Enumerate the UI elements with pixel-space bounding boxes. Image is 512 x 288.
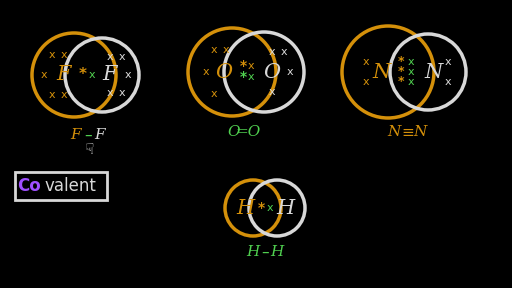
Text: x: x bbox=[223, 45, 229, 55]
Bar bbox=[15, 172, 107, 200]
Text: x: x bbox=[40, 70, 47, 80]
Text: F: F bbox=[95, 128, 105, 142]
Text: x: x bbox=[89, 70, 95, 80]
Text: x: x bbox=[248, 72, 254, 82]
Text: x: x bbox=[445, 77, 451, 87]
Text: O: O bbox=[216, 62, 232, 82]
Text: x: x bbox=[61, 90, 67, 100]
Text: *: * bbox=[258, 201, 265, 215]
Text: x: x bbox=[125, 70, 131, 80]
Text: x: x bbox=[119, 88, 125, 98]
Text: x: x bbox=[408, 57, 414, 67]
Text: x: x bbox=[49, 90, 55, 100]
Text: *: * bbox=[398, 75, 404, 88]
Text: –: – bbox=[261, 245, 269, 259]
Text: x: x bbox=[248, 61, 254, 71]
Text: *: * bbox=[398, 56, 404, 69]
Text: x: x bbox=[408, 77, 414, 87]
Text: x: x bbox=[106, 88, 113, 98]
Text: *: * bbox=[240, 59, 247, 73]
Text: x: x bbox=[281, 47, 287, 57]
Text: x: x bbox=[49, 50, 55, 60]
Text: N: N bbox=[425, 62, 443, 82]
Text: F: F bbox=[57, 65, 71, 84]
Text: *: * bbox=[79, 67, 87, 82]
Text: F: F bbox=[71, 128, 81, 142]
Text: –: – bbox=[84, 128, 92, 143]
Text: ☟: ☟ bbox=[86, 141, 95, 156]
Text: H: H bbox=[246, 245, 260, 259]
Text: x: x bbox=[203, 67, 209, 77]
Text: x: x bbox=[269, 87, 275, 97]
Text: x: x bbox=[269, 47, 275, 57]
Text: x: x bbox=[267, 203, 273, 213]
Text: x: x bbox=[119, 52, 125, 62]
Text: x: x bbox=[445, 57, 451, 67]
Text: ≡: ≡ bbox=[401, 124, 414, 139]
Text: x: x bbox=[210, 45, 217, 55]
Text: x: x bbox=[106, 52, 113, 62]
Text: H: H bbox=[236, 198, 254, 217]
Text: =O: =O bbox=[236, 125, 261, 139]
Text: x: x bbox=[362, 57, 369, 67]
Text: N: N bbox=[413, 125, 426, 139]
Text: x: x bbox=[210, 89, 217, 99]
Text: O: O bbox=[228, 125, 240, 139]
Text: x: x bbox=[61, 50, 67, 60]
Text: x: x bbox=[408, 67, 414, 77]
Text: N: N bbox=[373, 62, 391, 82]
Text: F: F bbox=[103, 65, 117, 84]
Text: x: x bbox=[362, 77, 369, 87]
Text: valent: valent bbox=[44, 177, 96, 195]
Text: H: H bbox=[270, 245, 284, 259]
Text: Co: Co bbox=[17, 177, 41, 195]
Text: x: x bbox=[287, 67, 293, 77]
Text: *: * bbox=[240, 70, 247, 84]
Text: H: H bbox=[276, 198, 294, 217]
Text: N: N bbox=[387, 125, 401, 139]
Text: *: * bbox=[398, 65, 404, 79]
Text: O: O bbox=[264, 62, 281, 82]
